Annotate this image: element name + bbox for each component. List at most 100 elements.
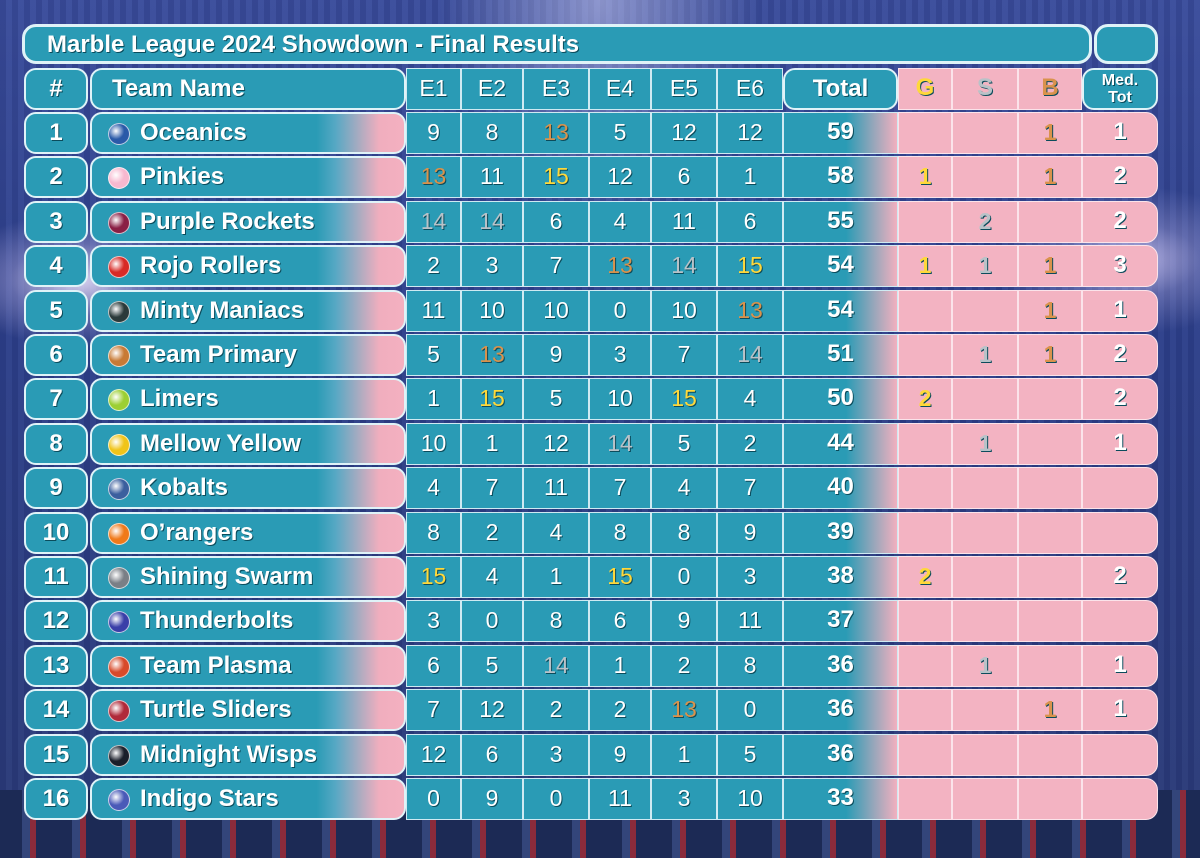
row-event-score: 14 — [523, 645, 589, 687]
row-event-score: 1 — [651, 734, 717, 776]
row-event-score: 13 — [523, 112, 589, 154]
row-event-score: 6 — [523, 201, 589, 243]
row-medal-total: 1 — [1082, 689, 1158, 731]
row-event-score: 12 — [523, 423, 589, 465]
team-marble-icon — [108, 789, 130, 811]
row-total: 59 — [783, 112, 898, 154]
row-gold-count — [898, 334, 952, 376]
header-event-3: E3 — [523, 68, 589, 110]
row-event-score: 10 — [461, 290, 523, 332]
row-event-score: 2 — [523, 689, 589, 731]
team-name-label: Thunderbolts — [140, 607, 294, 634]
row-team-name: Team Plasma — [90, 645, 406, 687]
team-marble-icon — [108, 656, 130, 678]
row-event-score: 1 — [717, 156, 783, 198]
row-rank: 15 — [24, 734, 88, 776]
row-silver-count — [952, 156, 1018, 198]
row-event-score: 7 — [717, 467, 783, 509]
row-event-score: 13 — [461, 334, 523, 376]
row-rank: 9 — [24, 467, 88, 509]
team-marble-icon — [108, 301, 130, 323]
row-medal-total: 1 — [1082, 290, 1158, 332]
row-total: 54 — [783, 245, 898, 287]
row-team-name: Mellow Yellow — [90, 423, 406, 465]
row-silver-count: 2 — [952, 201, 1018, 243]
row-medal-total: 2 — [1082, 378, 1158, 420]
row-event-score: 11 — [589, 778, 651, 820]
row-rank: 10 — [24, 512, 88, 554]
row-rank: 7 — [24, 378, 88, 420]
team-name-label: O’rangers — [140, 519, 254, 546]
row-event-score: 2 — [406, 245, 461, 287]
team-name-label: Pinkies — [140, 163, 225, 190]
row-event-score: 10 — [589, 378, 651, 420]
row-event-score: 0 — [717, 689, 783, 731]
row-medal-total — [1082, 734, 1158, 776]
team-marble-icon — [108, 256, 130, 278]
row-total: 38 — [783, 556, 898, 598]
team-marble-icon — [108, 389, 130, 411]
team-marble-icon — [108, 523, 130, 545]
row-team-name: Thunderbolts — [90, 600, 406, 642]
team-name-label: Team Plasma — [140, 652, 292, 679]
row-bronze-count: 1 — [1018, 290, 1082, 332]
header-medal-total: Med. Tot — [1082, 68, 1158, 110]
header-rank: # — [24, 68, 88, 110]
row-bronze-count — [1018, 556, 1082, 598]
row-team-name: Limers — [90, 378, 406, 420]
row-event-score: 5 — [717, 734, 783, 776]
row-event-score: 1 — [461, 423, 523, 465]
row-event-score: 5 — [651, 423, 717, 465]
row-bronze-count — [1018, 778, 1082, 820]
row-bronze-count: 1 — [1018, 112, 1082, 154]
team-marble-icon — [108, 345, 130, 367]
row-bronze-count — [1018, 423, 1082, 465]
row-event-score: 7 — [406, 689, 461, 731]
row-total: 39 — [783, 512, 898, 554]
row-event-score: 2 — [589, 689, 651, 731]
row-silver-count — [952, 600, 1018, 642]
row-event-score: 2 — [717, 423, 783, 465]
row-event-score: 9 — [717, 512, 783, 554]
row-medal-total — [1082, 778, 1158, 820]
row-event-score: 2 — [461, 512, 523, 554]
row-medal-total — [1082, 600, 1158, 642]
row-event-score: 3 — [461, 245, 523, 287]
row-team-name: Indigo Stars — [90, 778, 406, 820]
row-gold-count: 1 — [898, 156, 952, 198]
row-medal-total: 2 — [1082, 156, 1158, 198]
header-medal-total-line1: Med. — [1101, 72, 1139, 89]
results-title-bar: Marble League 2024 Showdown - Final Resu… — [22, 24, 1092, 64]
row-event-score: 8 — [589, 512, 651, 554]
row-event-score: 13 — [717, 290, 783, 332]
row-event-score: 0 — [461, 600, 523, 642]
row-medal-total: 1 — [1082, 645, 1158, 687]
row-gold-count — [898, 201, 952, 243]
row-bronze-count: 1 — [1018, 689, 1082, 731]
team-name-label: Turtle Sliders — [140, 696, 292, 723]
row-event-score: 10 — [651, 290, 717, 332]
row-event-score: 1 — [589, 645, 651, 687]
row-event-score: 8 — [717, 645, 783, 687]
row-event-score: 11 — [523, 467, 589, 509]
row-gold-count — [898, 512, 952, 554]
row-event-score: 6 — [717, 201, 783, 243]
row-event-score: 3 — [589, 334, 651, 376]
row-gold-count — [898, 778, 952, 820]
header-event-5: E5 — [651, 68, 717, 110]
row-silver-count — [952, 556, 1018, 598]
row-rank: 3 — [24, 201, 88, 243]
row-event-score: 15 — [651, 378, 717, 420]
header-event-4: E4 — [589, 68, 651, 110]
row-rank: 16 — [24, 778, 88, 820]
row-silver-count: 1 — [952, 245, 1018, 287]
row-rank: 13 — [24, 645, 88, 687]
row-medal-total: 2 — [1082, 201, 1158, 243]
team-marble-icon — [108, 123, 130, 145]
row-event-score: 4 — [717, 378, 783, 420]
row-event-score: 14 — [461, 201, 523, 243]
row-team-name: O’rangers — [90, 512, 406, 554]
row-team-name: Shining Swarm — [90, 556, 406, 598]
row-event-score: 4 — [406, 467, 461, 509]
header-silver: S — [952, 68, 1018, 110]
